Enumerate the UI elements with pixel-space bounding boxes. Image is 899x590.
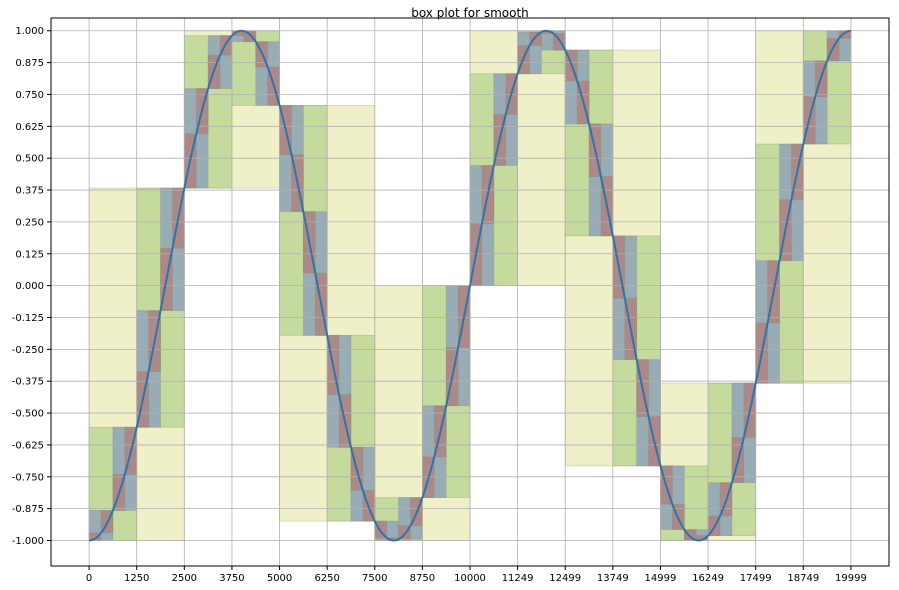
x-tick-label: 10000 — [454, 573, 486, 584]
box-level-3 — [398, 525, 411, 540]
x-tick-label: 18749 — [787, 573, 819, 584]
y-tick-label: 0.375 — [15, 186, 44, 197]
y-tick-label: 1.000 — [15, 26, 44, 37]
y-tick-label: -0.375 — [12, 377, 44, 388]
x-axis: 0 1250 2500 3750 5000 6250 7500 8750 10000 11249 1… — [86, 566, 867, 584]
x-tick-label: 6250 — [314, 573, 339, 584]
y-tick-label: 0.625 — [15, 122, 44, 133]
x-tick-label: 19999 — [835, 573, 867, 584]
y-tick-label: 0.000 — [15, 281, 44, 292]
y-tick-label: 0.750 — [15, 90, 44, 101]
y-tick-label: 0.250 — [15, 217, 44, 228]
y-tick-label: 0.500 — [15, 154, 44, 165]
series-line — [88, 29, 852, 542]
x-tick-label: 2500 — [172, 573, 197, 584]
y-tick-label: -0.500 — [12, 409, 44, 420]
y-tick-label: -1.000 — [12, 536, 44, 547]
x-tick-label: 16249 — [692, 573, 724, 584]
y-tick-label: -0.625 — [12, 440, 44, 451]
y-tick-label: 0.875 — [15, 58, 44, 69]
x-tick-label: 5000 — [267, 573, 292, 584]
x-tick-label: 17499 — [740, 573, 772, 584]
y-tick-label: -0.250 — [12, 345, 44, 356]
x-tick-label: 8750 — [410, 573, 435, 584]
series-lines — [88, 29, 852, 542]
x-tick-label: 0 — [86, 573, 92, 584]
box-level-3 — [529, 31, 542, 47]
y-tick-label: 0.125 — [15, 249, 44, 260]
x-tick-label: 1250 — [124, 573, 149, 584]
x-tick-label: 11249 — [502, 573, 534, 584]
x-tick-label: 12499 — [549, 573, 581, 584]
y-tick-label: -0.125 — [12, 313, 44, 324]
y-tick-label: -0.875 — [12, 504, 44, 515]
x-tick-label: 7500 — [362, 573, 387, 584]
x-tick-label: 14999 — [645, 573, 677, 584]
x-tick-label: 3750 — [219, 573, 244, 584]
x-tick-label: 13749 — [597, 573, 629, 584]
y-tick-label: -0.750 — [12, 472, 44, 483]
chart-title: box plot for smooth — [411, 6, 529, 20]
y-axis: 1.000 0.875 0.750 0.625 0.500 0.375 0.250 0.125… — [12, 26, 51, 547]
